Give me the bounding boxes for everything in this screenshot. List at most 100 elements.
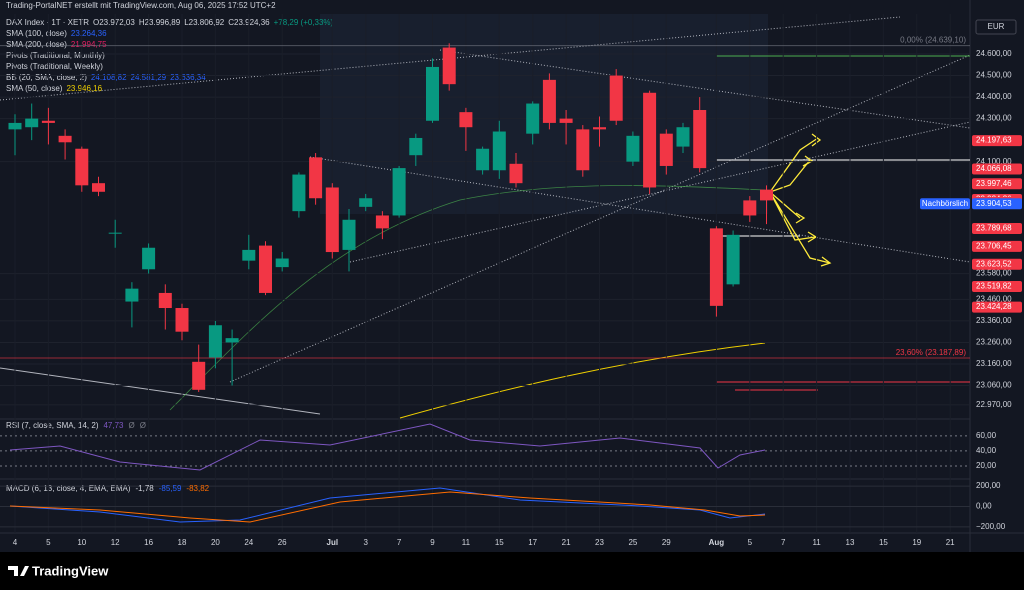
legend-label: SMA (200, close) <box>6 40 67 49</box>
x-tick-label: 23 <box>595 538 604 547</box>
logo: TradingView <box>8 563 109 578</box>
tag: Nachbörslich <box>922 199 968 208</box>
y-tick-label: 23.580,00 <box>976 269 1012 278</box>
y-tick-label: 23.360,00 <box>976 316 1012 325</box>
price-label: 23.904,53 <box>976 199 1012 208</box>
legend-value: 21.994,75 <box>71 40 107 49</box>
x-tick-label: 7 <box>781 538 786 547</box>
x-tick-label: 10 <box>77 538 86 547</box>
legend-label: SMA (50, close) <box>6 84 63 93</box>
candle-body <box>292 174 306 212</box>
legend-value: 23.636,34 <box>170 73 206 82</box>
macd-title: MACD (6, 13, close, 4, EMA, EMA) <box>6 484 131 493</box>
candle-body <box>492 131 506 171</box>
pane-tick-label: 60,00 <box>976 431 997 440</box>
x-tick-label: 20 <box>211 538 220 547</box>
candle-body <box>142 247 156 270</box>
candle-body <box>693 109 707 169</box>
price-label: 23.789,68 <box>976 224 1012 233</box>
arrow-heads <box>795 133 832 267</box>
legend-label: Pivots (Traditional, Weekly) <box>6 62 103 71</box>
candle-body <box>643 92 657 188</box>
price-label-bg <box>972 281 1022 293</box>
candle-body <box>242 249 256 261</box>
y-tick-label: 24.500,00 <box>976 71 1012 80</box>
candle-body <box>275 258 289 268</box>
legend-label: Pivots (Traditional, Monthly) <box>6 51 105 60</box>
y-tick-label: 22.970,00 <box>976 400 1012 409</box>
pane-value: -1,78 <box>135 484 154 493</box>
x-tick-label: 11 <box>812 538 821 547</box>
trend-line <box>0 367 321 415</box>
x-tick-label: 19 <box>912 538 921 547</box>
price-label-bg <box>972 222 1022 234</box>
x-tick-label: 26 <box>278 538 287 547</box>
candle-body <box>676 127 690 147</box>
x-tick-label: 12 <box>111 538 120 547</box>
brand: TradingView <box>32 563 109 578</box>
x-tick-label: 15 <box>495 538 504 547</box>
candle-body <box>175 308 189 332</box>
candle-body <box>325 187 339 253</box>
candle-body <box>476 148 490 171</box>
price-label-bg <box>972 163 1022 175</box>
x-tick-label: 24 <box>244 538 253 547</box>
price-label-bg <box>972 258 1022 270</box>
legend-label: SMA (100, close) <box>6 29 67 38</box>
rsi-line <box>9 423 766 471</box>
candle-body <box>58 135 72 143</box>
candle-body <box>359 198 373 207</box>
candle-body <box>309 157 323 199</box>
price-label: 23.623,52 <box>976 259 1012 268</box>
price-label-bg <box>972 240 1022 252</box>
candle-body <box>8 122 22 130</box>
legend-value: O23.972,03 <box>93 18 135 27</box>
candle-body <box>342 219 356 250</box>
x-tick-label: 7 <box>397 538 402 547</box>
candle-body <box>576 129 590 171</box>
pane-value: 47,73 <box>103 421 124 430</box>
macd-line <box>9 487 766 523</box>
y-tick-label: 23.260,00 <box>976 338 1012 347</box>
price-label: 24.197,63 <box>976 136 1012 145</box>
background <box>0 0 1024 552</box>
legend-value: L23.806,92 <box>184 18 225 27</box>
candle-body <box>259 245 272 293</box>
sma-line <box>169 185 766 411</box>
legend-value: 24.108,82 <box>91 73 127 82</box>
logo-mark <box>8 566 29 576</box>
candle-body <box>593 127 606 130</box>
rsi-title: RSI (7, close, SMA, 14, 2) <box>6 421 99 430</box>
price-label: 24.066,08 <box>976 164 1012 173</box>
price-label: 23.997,46 <box>976 179 1012 188</box>
x-tick-label: 4 <box>13 538 18 547</box>
candle-body <box>760 189 773 201</box>
candle-body <box>559 118 573 123</box>
fib-label: 23,60% (23.187,89) <box>896 348 967 357</box>
x-tick-label: 16 <box>144 538 153 547</box>
pane-value: -83,82 <box>186 484 209 493</box>
candle-body <box>626 135 640 162</box>
y-tick-label: 24.300,00 <box>976 114 1012 123</box>
price-label-bg <box>972 198 1022 210</box>
pane-tick-label: 200,00 <box>976 481 1001 490</box>
pane-tick-label: 40,00 <box>976 446 997 455</box>
legend-value: 23.946,16 <box>66 84 102 93</box>
candle-body <box>659 133 673 166</box>
legend-value: 23.264,36 <box>71 29 107 38</box>
legend-label: DAX Index · 1T · XETR <box>6 18 89 27</box>
legend-value: +78,29 (+0,33%) <box>274 18 334 27</box>
pane-tick-label: −200,00 <box>976 522 1006 531</box>
candle-body <box>409 137 423 156</box>
x-tick-label: 5 <box>748 538 753 547</box>
candle-body <box>158 292 172 309</box>
candle-body <box>426 66 439 121</box>
fib-label: 0,00% (24.639,10) <box>900 36 966 45</box>
legend-label: BB (20, SMA, close, 2) <box>6 73 87 82</box>
y-tick-label: 23.060,00 <box>976 381 1012 390</box>
candle-body <box>459 112 473 128</box>
candle-body <box>192 361 206 390</box>
candle-body <box>41 120 55 123</box>
credit: Trading-PortalNET erstellt mit TradingVi… <box>6 1 276 10</box>
